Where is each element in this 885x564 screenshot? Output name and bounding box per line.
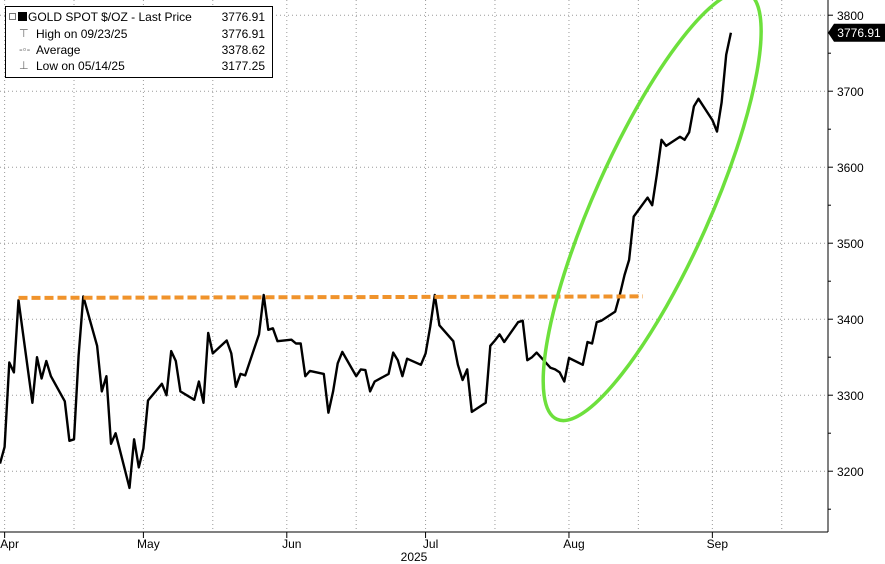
chart-legend: GOLD SPOT $/OZ - Last Price 3776.91 ⊤ Hi…	[5, 6, 273, 78]
grid-lines	[0, 0, 828, 532]
series-color-swatch-icon	[18, 12, 27, 21]
last-price-marker: 3776.91	[828, 23, 885, 42]
high-marker-icon: ⊤	[19, 28, 29, 40]
x-axis-label: 2025	[401, 550, 428, 564]
y-tick-label: 3600	[837, 161, 864, 175]
legend-label: Low on 05/14/25	[36, 59, 125, 73]
x-tick-label: Jun	[282, 537, 301, 551]
legend-value: 3177.25	[221, 59, 265, 73]
x-tick-label: May	[137, 537, 160, 551]
legend-label: Average	[36, 43, 81, 57]
legend-value: 3776.91	[221, 27, 265, 41]
legend-label: High on 09/23/25	[36, 27, 128, 41]
highlight-ellipse	[541, 0, 763, 423]
average-marker-icon: -◦-	[19, 44, 31, 56]
resistance-dashed-line	[18, 294, 644, 300]
last-price-label: 3776.91	[837, 26, 881, 40]
y-tick-label: 3400	[837, 313, 864, 327]
annotation-layer	[541, 0, 763, 423]
last-price-pointer	[828, 23, 834, 42]
expand-toggle-icon[interactable]	[9, 13, 16, 20]
series-layer	[0, 32, 733, 490]
legend-value: 3776.91	[221, 10, 265, 24]
x-tick-label: Sep	[707, 537, 729, 551]
legend-row-low: ⊥ Low on 05/14/25 3177.25	[6, 58, 272, 74]
x-axis: Apr May Jun Jul Aug Sep 2025	[0, 531, 828, 564]
y-axis: 3200 3300 3400 3500 3600 3700 3800	[827, 0, 864, 532]
y-tick-label: 3300	[837, 389, 864, 403]
y-tick-label: 3500	[837, 237, 864, 251]
legend-row-last-price: GOLD SPOT $/OZ - Last Price 3776.91	[6, 9, 272, 25]
legend-value: 3378.62	[221, 43, 265, 57]
legend-label: GOLD SPOT $/OZ - Last Price	[28, 10, 192, 24]
y-tick-label: 3200	[837, 465, 864, 479]
x-tick-label: Jul	[423, 537, 438, 551]
x-tick-label: Apr	[0, 537, 19, 551]
last-price-box	[834, 23, 885, 42]
y-tick-label: 3800	[837, 9, 864, 23]
y-tick-label: 3700	[837, 85, 864, 99]
legend-row-high: ⊤ High on 09/23/25 3776.91	[6, 26, 272, 42]
price-series-line	[0, 32, 733, 490]
x-tick-label: Aug	[563, 537, 584, 551]
low-marker-icon: ⊥	[19, 60, 29, 72]
legend-row-average: -◦- Average 3378.62	[6, 42, 272, 58]
